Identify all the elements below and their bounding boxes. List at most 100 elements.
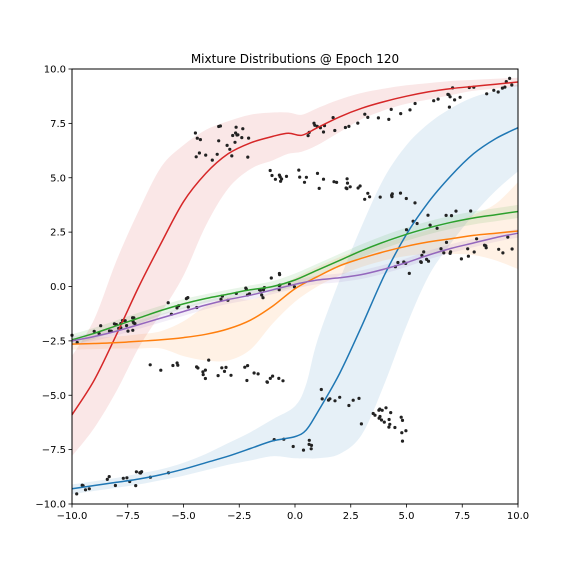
scatter-point <box>345 181 350 185</box>
scatter-point <box>105 477 109 481</box>
scatter-point <box>284 174 289 178</box>
x-tick-label: 0.0 <box>287 511 303 522</box>
scatter-point <box>510 247 514 251</box>
scatter-point <box>265 380 269 384</box>
scatter-point <box>373 413 377 417</box>
scatter-point <box>271 374 275 378</box>
scatter-point <box>134 470 138 474</box>
scatter-point <box>247 136 251 140</box>
scatter-point <box>197 151 201 155</box>
scatter-point <box>244 286 248 290</box>
scatter-point <box>496 90 500 94</box>
scatter-point <box>306 134 310 138</box>
scatter-point <box>231 133 235 138</box>
scatter-point <box>378 407 382 411</box>
scatter-point <box>359 422 363 426</box>
scatter-point <box>315 171 320 175</box>
scatter-point <box>92 329 96 333</box>
scatter-point <box>270 173 274 178</box>
scatter-point <box>121 476 125 480</box>
scatter-point <box>472 250 476 254</box>
scatter-point <box>449 214 454 218</box>
scatter-point <box>366 191 370 195</box>
scatter-point <box>404 196 408 201</box>
scatter-point <box>415 221 419 226</box>
scatter-point <box>387 117 391 121</box>
scatter-point <box>243 365 247 369</box>
scatter-point <box>482 243 487 247</box>
scatter-point <box>307 442 311 446</box>
scatter-point <box>246 155 250 159</box>
x-tick-label: −10.0 <box>57 511 88 522</box>
scatter-point <box>207 358 211 362</box>
y-axis-ticks: −10.0 −7.5 −5.0 −2.5 0.0 2.5 5.0 7.5 10.0 <box>35 65 72 511</box>
scatter-point <box>396 260 400 265</box>
scatter-point <box>252 371 256 375</box>
scatter-point <box>333 399 337 403</box>
scatter-point <box>260 293 264 297</box>
y-tick-label: 7.5 <box>50 119 66 130</box>
scatter-point <box>83 488 88 492</box>
scatter-point <box>195 136 199 140</box>
scatter-point <box>466 254 470 258</box>
scatter-point <box>347 403 351 408</box>
scatter-point <box>366 115 370 119</box>
scatter-point <box>469 209 473 213</box>
scatter-point <box>345 187 349 191</box>
scatter-point <box>203 376 207 381</box>
scatter-point <box>261 296 265 300</box>
scatter-point <box>198 138 202 142</box>
scatter-point <box>387 425 391 429</box>
scatter-point <box>332 180 336 184</box>
scatter-point <box>309 447 313 451</box>
scatter-point <box>357 396 361 400</box>
scatter-point <box>503 85 507 89</box>
scatter-point <box>444 240 449 244</box>
band-red <box>72 77 518 457</box>
scatter-point <box>301 448 306 452</box>
scatter-point <box>113 483 117 488</box>
scatter-point <box>399 112 403 116</box>
scatter-point <box>428 223 432 227</box>
scatter-point <box>413 201 417 205</box>
scatter-point <box>399 415 403 419</box>
line-orange <box>71 230 519 345</box>
x-tick-label: 10.0 <box>507 511 529 522</box>
scatter-point <box>400 439 405 443</box>
scatter-point <box>217 139 221 143</box>
scatter-point <box>508 76 512 80</box>
scatter-point <box>407 271 411 275</box>
scatter-point <box>382 420 386 424</box>
scatter-point <box>196 366 200 370</box>
scatter-point <box>203 368 207 372</box>
scatter-point <box>348 185 352 189</box>
scatter-point <box>216 374 220 378</box>
scatter-point <box>304 175 308 179</box>
line-purple <box>71 232 519 342</box>
scatter-point <box>107 475 111 479</box>
scatter-point <box>268 168 272 173</box>
scatter-point <box>389 411 393 415</box>
scatter-point <box>131 328 135 332</box>
scatter-point <box>378 414 382 419</box>
scatter-point <box>176 363 180 367</box>
scatter-point <box>500 86 504 90</box>
chart-title: Mixture Distributions @ Epoch 120 <box>191 52 399 66</box>
scatter-point <box>235 133 239 137</box>
scatter-point <box>131 316 135 320</box>
scatter-point <box>175 306 179 310</box>
y-tick-label: 0.0 <box>50 282 66 293</box>
scatter-point <box>277 376 281 380</box>
scatter-point <box>347 124 351 128</box>
x-tick-label: −7.5 <box>116 511 140 522</box>
scatter-point <box>387 417 391 422</box>
scatter-point <box>228 147 232 151</box>
x-tick-label: 7.5 <box>454 511 470 522</box>
scatter-point <box>384 406 388 410</box>
scatter-point <box>75 492 79 496</box>
scatter-point <box>356 121 360 125</box>
scatter-point <box>333 128 337 133</box>
x-axis-ticks: −10.0 −7.5 −5.0 −2.5 0.0 2.5 5.0 7.5 10.0 <box>57 504 529 522</box>
scatter-point <box>358 184 362 188</box>
y-tick-label: −2.5 <box>42 336 66 347</box>
